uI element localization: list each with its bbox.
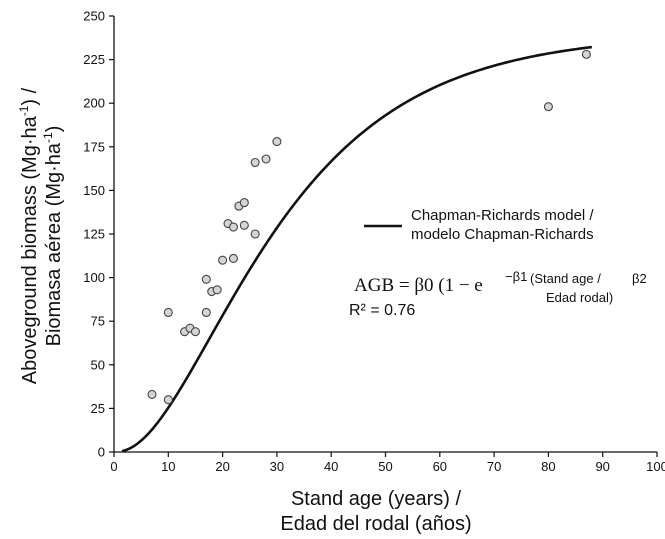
y-tick-label: 25	[91, 401, 105, 416]
legend-label-line2: modelo Chapman-Richards	[411, 226, 594, 243]
y-tick-label: 100	[83, 270, 105, 285]
legend: Chapman-Richards model / modelo Chapman-…	[364, 207, 594, 243]
y-axis-title: Aboveground biomass (Mg·ha-1) /	[17, 87, 41, 384]
data-point	[201, 274, 211, 284]
y-axis-ticks: 0 25 50 75 100 125 150 175 200 225 250	[83, 9, 114, 460]
data-point	[228, 222, 239, 232]
x-tick-label: 90	[595, 459, 609, 474]
chapman-richards-curve	[121, 45, 592, 453]
data-point	[228, 253, 239, 263]
x-tick-label: 20	[215, 459, 229, 474]
data-point	[250, 229, 260, 239]
data-point	[163, 395, 173, 405]
data-point	[272, 137, 282, 147]
data-point	[543, 102, 553, 112]
y-tick-label: 225	[83, 52, 105, 67]
data-point	[581, 49, 591, 59]
data-point	[218, 255, 228, 265]
r-squared-label: R² = 0.76	[349, 302, 415, 319]
x-tick-label: 70	[487, 459, 501, 474]
data-point	[261, 154, 271, 164]
x-tick-label: 30	[270, 459, 284, 474]
x-tick-label: 100	[646, 459, 665, 474]
legend-label-line1: Chapman-Richards model /	[411, 207, 594, 224]
data-point	[250, 157, 260, 168]
model-equation: AGB = β0 (1 − e −β1 (Stand age / β2 Edad…	[349, 269, 647, 319]
x-tick-label: 50	[378, 459, 392, 474]
y-tick-label: 75	[91, 314, 105, 329]
y-axis-title-line1: Aboveground biomass (Mg·ha-1) /	[17, 87, 41, 384]
x-tick-label: 10	[161, 459, 175, 474]
y-tick-label: 175	[83, 139, 105, 154]
x-tick-label: 40	[324, 459, 338, 474]
x-tick-label: 60	[433, 459, 447, 474]
x-axis-ticks: 0 10 20 30 40 50 60 70 80 90 100	[110, 452, 665, 474]
x-axis-title-line1: Stand age (years) /	[291, 488, 462, 510]
data-point	[147, 389, 157, 399]
equation-main: AGB = β0 (1 − e	[354, 275, 483, 296]
x-axis-title-line2: Edad del rodal (años)	[280, 513, 471, 535]
y-tick-label: 250	[83, 9, 105, 24]
x-tick-label: 80	[541, 459, 555, 474]
observation-points	[147, 49, 591, 405]
equation-exponent-note-1: (Stand age /	[530, 271, 601, 286]
data-point	[212, 285, 222, 295]
equation-beta2: β2	[632, 271, 647, 286]
data-point	[163, 307, 173, 318]
y-tick-label: 0	[98, 445, 105, 460]
data-point	[190, 327, 200, 337]
y-axis-title-line2: Biomasa aérea (Mg·ha-1)	[41, 126, 65, 347]
y-axis-title-2: Biomasa aérea (Mg·ha-1)	[41, 126, 65, 347]
data-point	[201, 307, 211, 318]
x-tick-label: 0	[110, 459, 117, 474]
y-tick-label: 50	[91, 357, 105, 372]
y-tick-label: 125	[83, 227, 105, 242]
y-tick-label: 200	[83, 96, 105, 111]
data-point	[239, 220, 249, 230]
data-point	[239, 198, 249, 208]
equation-exponent-note-2: Edad rodal)	[546, 290, 613, 305]
equation-exponent: −β1	[505, 269, 527, 284]
y-tick-label: 150	[83, 183, 105, 198]
